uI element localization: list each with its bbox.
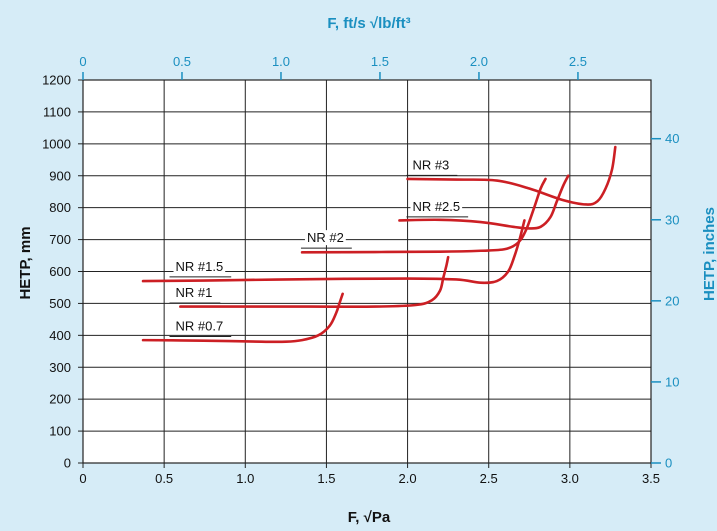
x-tick-label: 3.5 [642,471,660,486]
left-axis-title: HETP, mm [17,226,34,299]
x-tick-label: 3.0 [561,471,579,486]
y-tick-label: 400 [49,328,71,343]
y-tick-label: 0 [64,456,71,471]
series-label: NR #1 [176,285,213,300]
series-label: NR #3 [412,157,449,172]
y-tick-label: 1000 [42,136,71,151]
series-label: NR #2 [307,230,344,245]
series-line [398,174,570,230]
x-tick-label: 2.5 [480,471,498,486]
x-tick-label: 2.0 [399,471,417,486]
series-line [300,177,547,254]
bottom-axis-title: F, √Pa [348,509,391,526]
series-label: NR #0.7 [176,319,224,334]
y-tick-label: 600 [49,264,71,279]
y-tick-label: 300 [49,360,71,375]
series-line [141,219,526,285]
series-label-background [173,258,226,274]
x-tick-label: 0 [79,471,86,486]
y-tick-label: 700 [49,232,71,247]
y2-tick-label: 10 [665,374,679,389]
y-tick-label: 100 [49,424,71,439]
y-tick-label: 200 [49,392,71,407]
series-label: NR #2.5 [412,199,460,214]
y-tick-label: 900 [49,168,71,183]
x2-tick-label: 1.5 [371,54,389,69]
x2-tick-label: 0 [79,54,86,69]
y-tick-label: 1100 [43,104,71,119]
y-tick-label: 1200 [42,73,71,88]
y2-tick-label: 20 [665,293,679,308]
series-label-background [173,318,226,334]
x-tick-label: 1.0 [236,471,254,486]
x2-tick-label: 0.5 [173,54,191,69]
series-label-background [173,285,215,301]
y2-tick-label: 40 [665,131,679,146]
series-line [179,255,450,309]
right-axis-title: HETP, inches [701,207,717,301]
x2-tick-label: 2.5 [569,54,587,69]
x-tick-label: 0.5 [155,471,173,486]
y2-tick-label: 0 [665,456,672,471]
top-axis-title: F, ft/s √lb/ft³ [327,15,410,32]
series-label-background [410,157,452,173]
y2-tick-label: 30 [665,212,679,227]
y-tick-label: 800 [49,200,71,215]
series-line [406,145,617,206]
x-tick-label: 1.5 [317,471,335,486]
y-tick-label: 500 [49,296,71,311]
x2-tick-label: 2.0 [470,54,488,69]
series-line [141,292,344,344]
x2-tick-label: 1.0 [272,54,290,69]
series-label-background [410,198,463,214]
series-label-background [304,230,346,246]
series-label: NR #1.5 [176,259,224,274]
